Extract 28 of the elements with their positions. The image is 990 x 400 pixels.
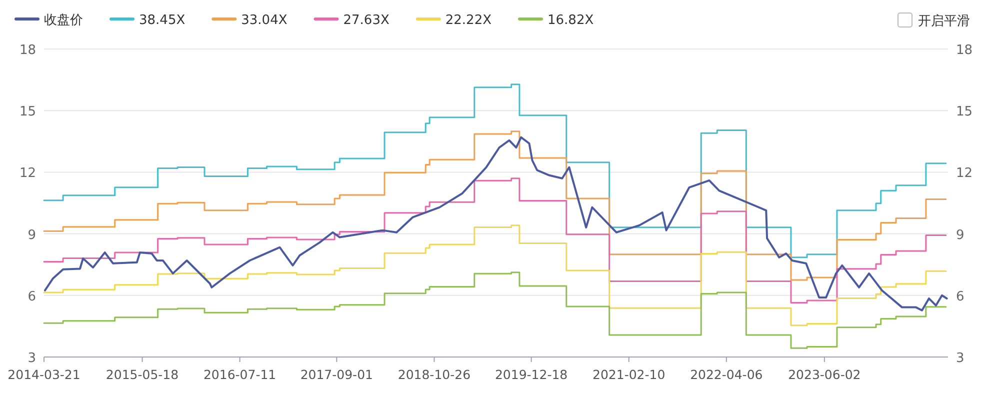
y-tick-label: 15 — [19, 104, 36, 120]
legend-label: 收盘价 — [44, 13, 83, 28]
x-tick-label: 2021-02-10 — [592, 367, 666, 382]
y2-tick-label: 9 — [956, 228, 964, 243]
x-tick-label: 2017-09-01 — [300, 367, 373, 382]
y2-tick-label: 3 — [956, 351, 964, 366]
x-tick-label: 2016-07-11 — [203, 367, 276, 382]
x-tick-label: 2019-12-18 — [494, 367, 568, 382]
x-tick-label: 2022-04-06 — [690, 367, 763, 382]
y-tick-label: 3 — [28, 351, 36, 366]
y-tick-label: 18 — [19, 43, 36, 58]
y2-tick-label: 6 — [956, 289, 964, 304]
x-tick-label: 2018-10-26 — [398, 367, 471, 382]
y2-tick-label: 18 — [956, 43, 973, 58]
legend-label: 38.45X — [139, 13, 186, 28]
x-tick-label: 2014-03-21 — [8, 367, 80, 382]
legend-label: 22.22X — [445, 13, 492, 28]
x-tick-label: 2015-05-18 — [106, 367, 179, 382]
y-tick-label: 12 — [19, 166, 36, 182]
legend-label: 27.63X — [343, 13, 390, 28]
y-tick-label: 9 — [28, 228, 36, 243]
y-tick-label: 6 — [28, 289, 36, 304]
legend-label: 16.82X — [548, 13, 594, 28]
x-tick-label: 2023-06-02 — [788, 367, 861, 382]
toggle: 开启平滑 — [898, 12, 970, 29]
legend-label: 33.04X — [241, 13, 288, 28]
y2-tick-label: 15 — [956, 104, 973, 120]
y2-tick-label: 12 — [956, 166, 973, 182]
